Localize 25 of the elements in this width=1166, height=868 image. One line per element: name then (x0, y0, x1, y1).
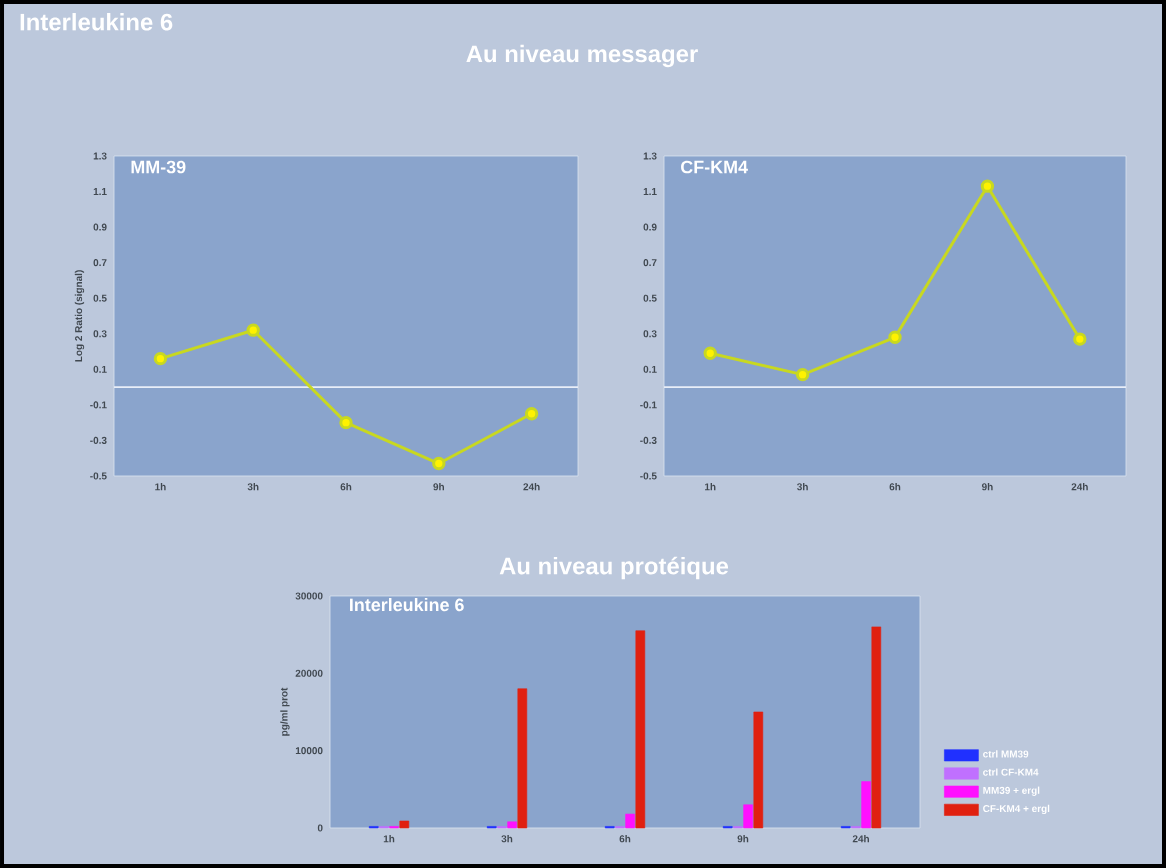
bar (507, 821, 517, 829)
point (980, 179, 995, 193)
point (703, 346, 717, 360)
point (432, 456, 446, 471)
bar (871, 626, 882, 829)
bar (753, 711, 764, 829)
point (888, 330, 902, 344)
bar (861, 781, 871, 829)
point (524, 407, 539, 421)
chart-title: Interleukine 6 (350, 598, 464, 612)
bar (635, 630, 646, 829)
point (1073, 332, 1087, 346)
bar (625, 813, 635, 829)
chart-title: MM-39 (131, 160, 186, 174)
chart-title: CF-KM4 (681, 160, 748, 174)
point (795, 367, 810, 382)
point (339, 415, 353, 430)
text: Interleukine 6 (20, 13, 173, 31)
bar (743, 804, 753, 829)
point (153, 351, 168, 366)
point (246, 323, 260, 337)
bar (399, 820, 410, 829)
text: Au niveau messager (466, 44, 698, 68)
chart-subtitle: Au niveau protéique (499, 556, 729, 580)
bar (517, 688, 528, 829)
